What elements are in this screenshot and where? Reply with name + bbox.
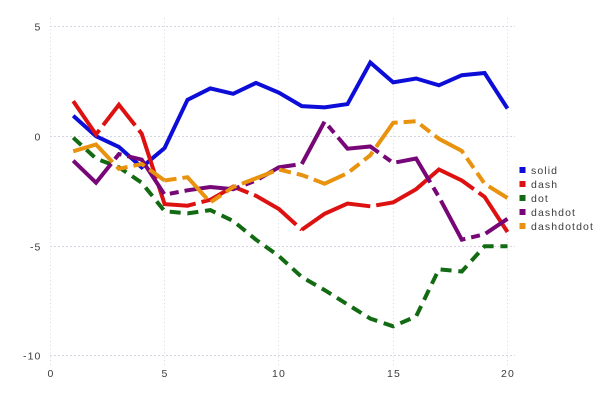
svg-text:20: 20 [501,368,515,380]
svg-text:0: 0 [35,132,42,144]
svg-text:dash: dash [531,179,558,191]
svg-text:10: 10 [272,368,286,380]
svg-text:0: 0 [48,368,55,380]
svg-text:dashdot: dashdot [531,207,576,219]
svg-text:solid: solid [531,165,558,177]
svg-text:dot: dot [531,193,549,205]
svg-text:-10: -10 [23,351,41,363]
svg-text:dashdotdot: dashdotdot [531,221,594,233]
svg-text:5: 5 [35,22,42,34]
svg-text:15: 15 [387,368,401,380]
svg-text:-5: -5 [30,242,42,254]
svg-text:5: 5 [162,368,169,380]
